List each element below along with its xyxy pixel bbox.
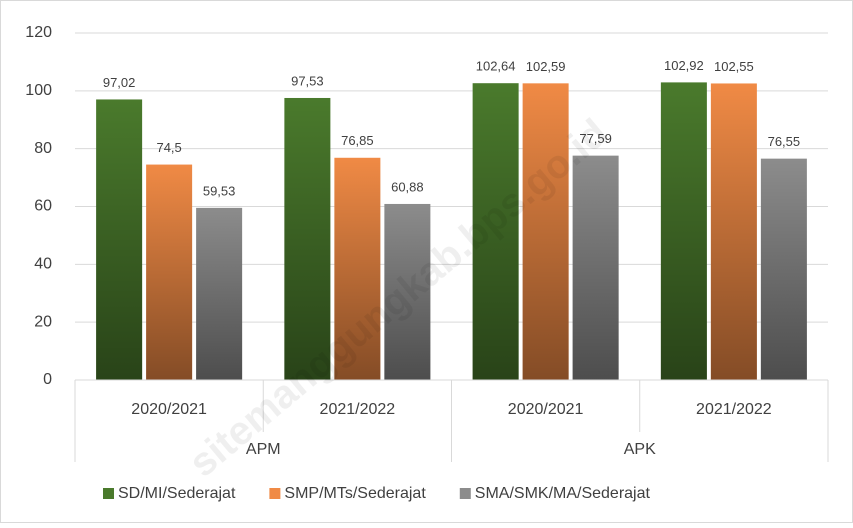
x-tick-label: 2020/2021 (508, 401, 584, 418)
x-tick-label: 2021/2022 (320, 401, 396, 418)
y-tick-label: 100 (25, 82, 52, 99)
legend-swatch (103, 488, 114, 499)
data-label: 60,88 (391, 179, 424, 194)
group-label: APK (624, 441, 656, 458)
y-tick-label: 120 (25, 24, 52, 41)
y-tick-label: 20 (34, 313, 52, 330)
x-tick-label: 2021/2022 (696, 401, 772, 418)
legend-swatch (269, 488, 281, 499)
data-label: 102,55 (714, 59, 754, 74)
legend-label: SMP/MTs/Sederajat (284, 485, 426, 502)
y-tick-label: 60 (34, 198, 52, 215)
data-label: 102,64 (476, 59, 516, 74)
data-label: 102,59 (526, 59, 566, 74)
data-label: 76,85 (341, 133, 374, 148)
group-label: APM (246, 441, 281, 458)
x-tick-label: 2020/2021 (131, 401, 207, 418)
data-label: 102,92 (664, 58, 704, 73)
data-label: 97,53 (291, 73, 324, 88)
bar (146, 164, 193, 380)
legend-label: SD/MI/Sederajat (118, 485, 236, 502)
data-label: 76,55 (768, 134, 801, 149)
bar (760, 158, 807, 380)
legend-swatch (459, 488, 471, 499)
bar (710, 83, 757, 380)
data-label: 77,59 (579, 131, 612, 146)
bar (572, 155, 619, 380)
y-tick-label: 80 (34, 140, 52, 157)
bar (660, 82, 707, 381)
legend-label: SMA/SMK/MA/Sederajat (475, 485, 651, 502)
y-tick-label: 40 (34, 256, 52, 273)
bar (522, 83, 569, 380)
y-tick-label: 0 (43, 371, 52, 388)
data-label: 97,02 (103, 75, 136, 90)
bar (96, 99, 143, 380)
bar (196, 207, 243, 380)
data-label: 74,5 (156, 140, 181, 155)
data-label: 59,53 (203, 183, 236, 198)
